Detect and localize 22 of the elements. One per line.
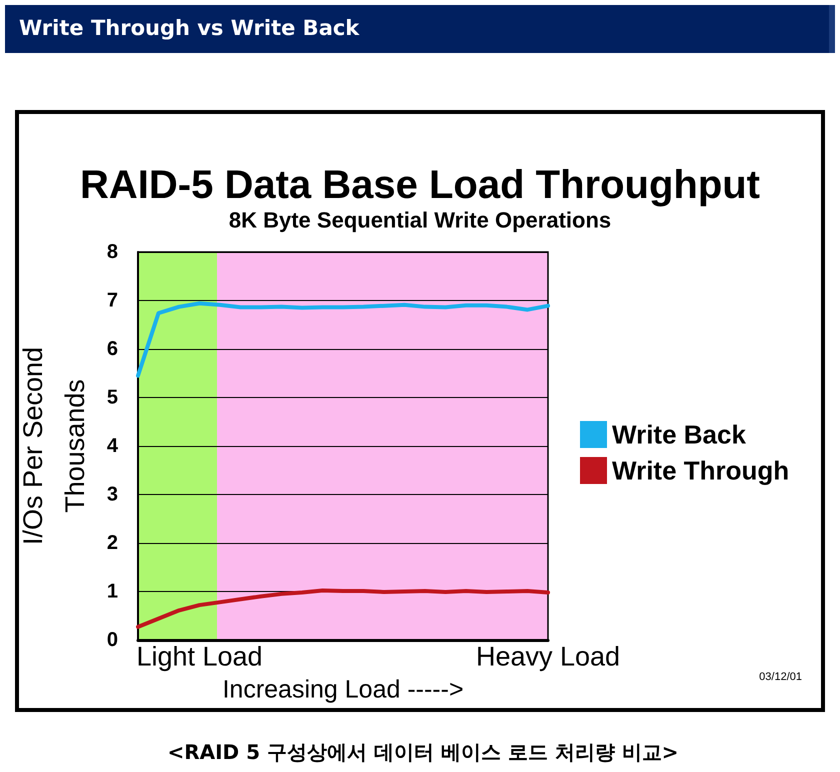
y-tick-label: 8 xyxy=(106,241,118,263)
y-tick-label: 5 xyxy=(106,386,118,408)
line-series xyxy=(136,588,550,629)
line-series xyxy=(136,301,550,378)
chart-subtitle: 8K Byte Sequential Write Operations xyxy=(228,208,612,232)
y-tick-label: 4 xyxy=(106,435,119,457)
y-tick-label: 2 xyxy=(106,532,118,554)
legend-label: Write Through xyxy=(612,456,790,486)
y-tick-label: 1 xyxy=(106,580,118,602)
y-tick-label: 6 xyxy=(106,338,118,360)
text: 03/12/01 xyxy=(759,671,802,683)
chart-title: RAID-5 Data Base Load Throughput xyxy=(80,163,760,207)
x-tick-label: Heavy Load xyxy=(476,642,620,672)
x-tick-label: Light Load xyxy=(136,642,263,672)
y-axis-title: I/Os Per Second Thousands xyxy=(18,346,90,546)
x-axis-title: Increasing Load -----> xyxy=(222,676,464,704)
legend-label: Write Back xyxy=(612,420,746,450)
y-tick-label: 7 xyxy=(106,290,118,312)
y-tick-label: 3 xyxy=(106,484,118,506)
y-tick-label: 0 xyxy=(106,629,118,651)
header-banner: Write Through vs Write Back xyxy=(5,5,835,53)
text: <RAID 5 구성상에서 데이터 베이스 로드 처리량 비교> xyxy=(167,739,679,766)
